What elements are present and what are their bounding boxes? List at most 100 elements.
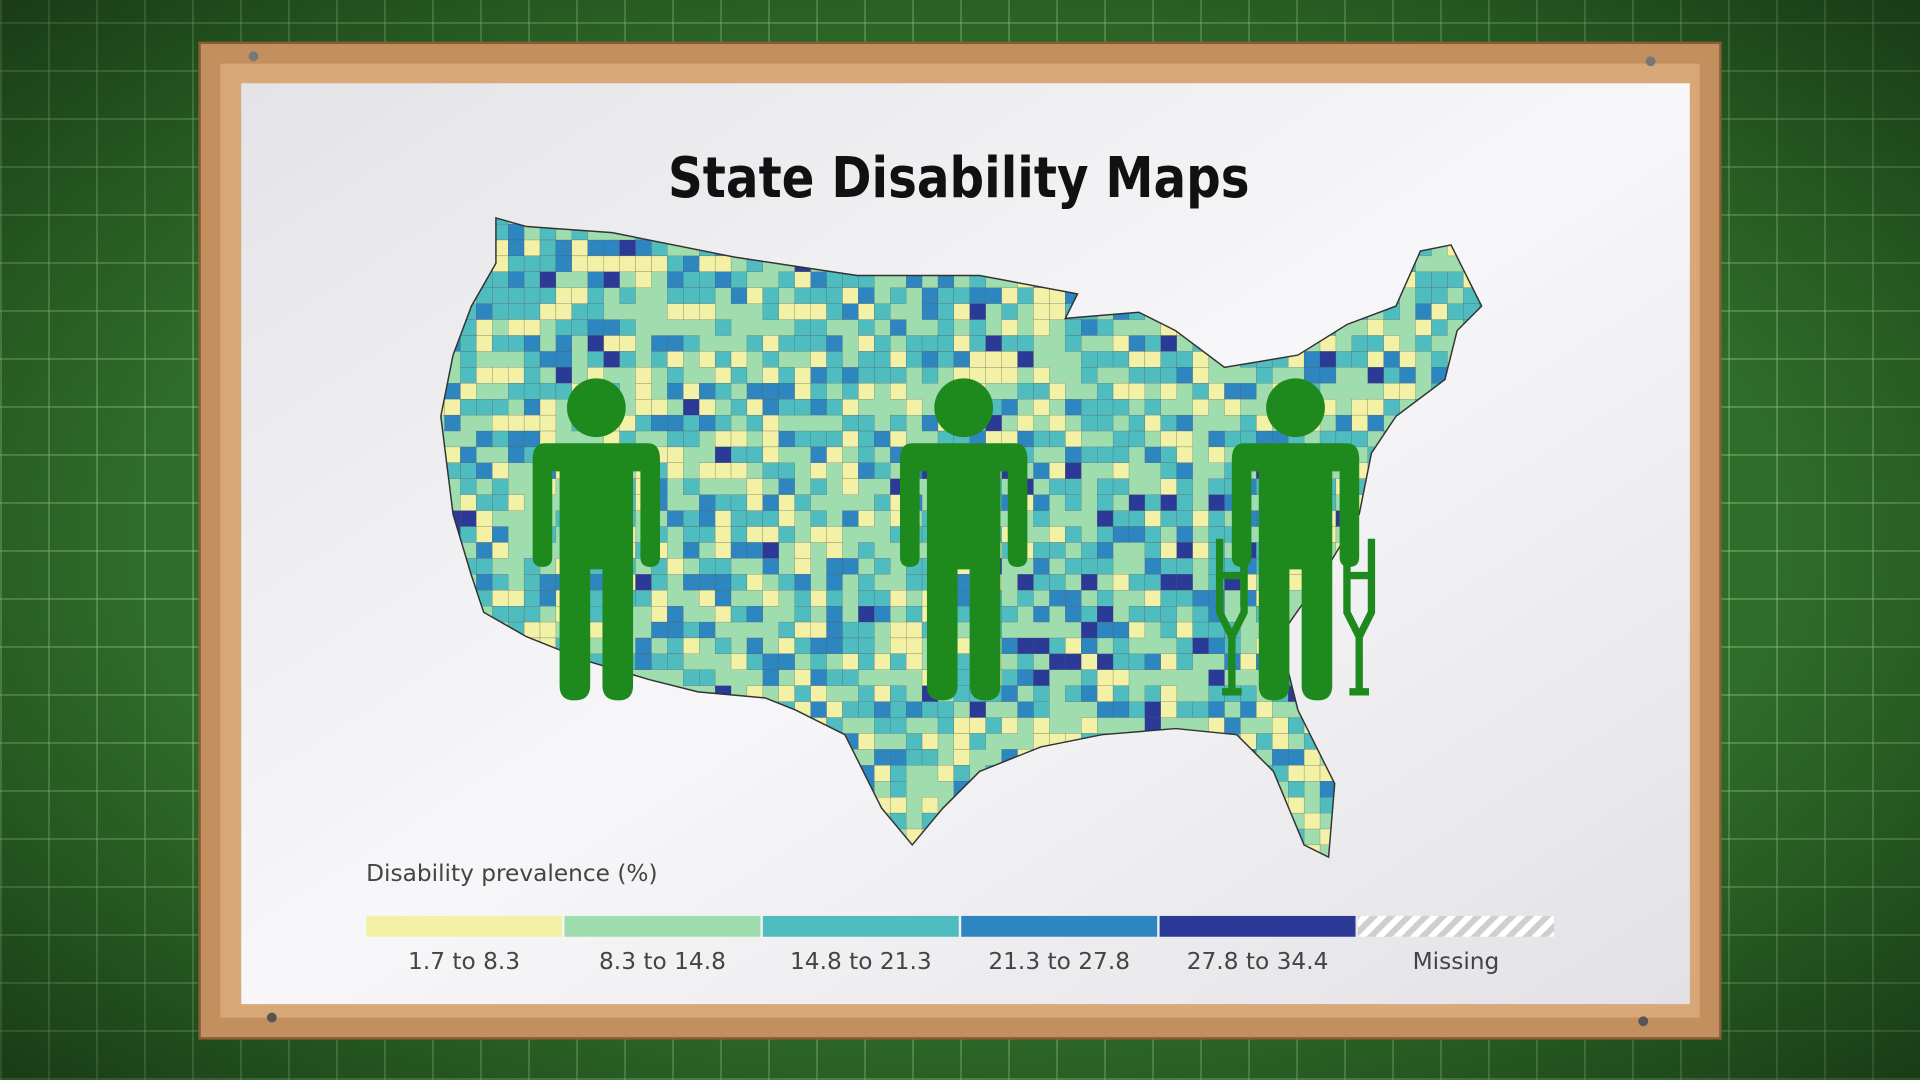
map-cell: [906, 351, 923, 368]
map-cell: [476, 303, 493, 320]
legend-label: 1.7 to 8.3: [408, 948, 520, 975]
map-cell: [508, 606, 525, 623]
map-cell: [921, 414, 939, 432]
map-cell: [523, 287, 541, 304]
map-cell: [587, 271, 604, 288]
map-cell: [1224, 430, 1241, 448]
map-cell: [635, 637, 652, 655]
map-cell: [539, 271, 557, 288]
map-cell: [762, 494, 779, 511]
map-cell: [1192, 637, 1209, 655]
map-cell: [1033, 685, 1050, 702]
map-cell: [890, 590, 907, 607]
map-cell: [539, 351, 557, 368]
map-cell: [523, 383, 541, 400]
map-cell: [523, 574, 541, 591]
title: State Disability Maps: [668, 146, 1250, 211]
map-cell: [523, 255, 541, 272]
map-cell: [587, 319, 604, 336]
map-cell: [810, 669, 827, 686]
map-cell: [651, 621, 668, 639]
map-cell: [842, 383, 859, 400]
map-cell: [683, 478, 700, 495]
map-cell: [1224, 399, 1241, 416]
person-head: [566, 378, 626, 438]
map-cell: [778, 335, 795, 352]
map-cell: [1160, 478, 1177, 495]
map-cell: [794, 669, 811, 686]
map-cell: [492, 271, 509, 288]
map-cell: [1160, 606, 1177, 623]
map-cell: [1112, 637, 1130, 655]
map-cell: [667, 606, 684, 623]
map-cell: [969, 701, 986, 718]
map-cell: [1176, 510, 1193, 527]
map-cell: [1081, 717, 1098, 734]
map-cell: [969, 351, 986, 368]
map-cell: [683, 255, 700, 272]
map-cell: [1256, 367, 1273, 384]
map-cell: [714, 319, 732, 336]
map-cell: [794, 590, 811, 607]
map-cell: [842, 653, 859, 670]
map-cell: [683, 287, 700, 304]
map-cell: [1112, 383, 1130, 400]
map-cell: [508, 319, 525, 336]
map-cell: [1176, 526, 1193, 543]
map-cell: [730, 287, 748, 304]
map-cell: [667, 255, 684, 272]
person-head: [1266, 378, 1325, 438]
map-cell: [937, 287, 955, 304]
map-cell: [1033, 462, 1050, 479]
map-cell: [619, 351, 636, 368]
map-cell: [635, 255, 652, 272]
map-cell: [1097, 685, 1114, 702]
map-cell: [699, 574, 716, 591]
map-cell: [492, 287, 509, 304]
whiteboard: State Disability Maps Disability prevale…: [198, 41, 1722, 1040]
map-cell: [890, 383, 907, 400]
map-cell: [460, 526, 477, 543]
map-cell: [714, 367, 732, 384]
map-cell: [1240, 653, 1257, 670]
map-cell: [1351, 430, 1368, 448]
map-cell: [842, 701, 859, 718]
map-cell: [635, 414, 652, 432]
map-cell: [635, 574, 652, 591]
map-cell: [730, 399, 748, 416]
map-cell: [969, 319, 986, 336]
map-cell: [1065, 462, 1082, 479]
map-cell: [523, 351, 541, 368]
map-cell: [746, 335, 763, 352]
map-cell: [1017, 351, 1034, 368]
map-cell: [746, 287, 763, 304]
map-cell: [858, 351, 875, 368]
map-cell: [1033, 669, 1050, 686]
map-cell: [555, 335, 572, 352]
map-cell: [730, 446, 748, 463]
map-cell: [1208, 430, 1225, 448]
map-cell: [858, 510, 875, 527]
map-cell: [476, 494, 493, 511]
map-cell: [969, 733, 986, 750]
map-cell: [667, 287, 684, 304]
map-cell: [762, 399, 779, 416]
map-cell: [492, 542, 509, 559]
map-cell: [1176, 494, 1193, 511]
map-cell: [667, 414, 684, 432]
map-cell: [699, 462, 716, 479]
map-cell: [1065, 494, 1082, 511]
map-cell: [937, 303, 955, 320]
map-cell: [508, 255, 525, 272]
map-cell: [714, 255, 732, 272]
map-cell: [1017, 287, 1034, 304]
map-cell: [539, 590, 557, 607]
map-cell: [874, 717, 891, 734]
map-cell: [826, 367, 843, 384]
map-cell: [1065, 399, 1082, 416]
map-cell: [667, 510, 684, 527]
map-cell: [1017, 414, 1034, 432]
map-cell: [1351, 414, 1368, 432]
map-cell: [539, 383, 557, 400]
map-cell: [667, 271, 684, 288]
